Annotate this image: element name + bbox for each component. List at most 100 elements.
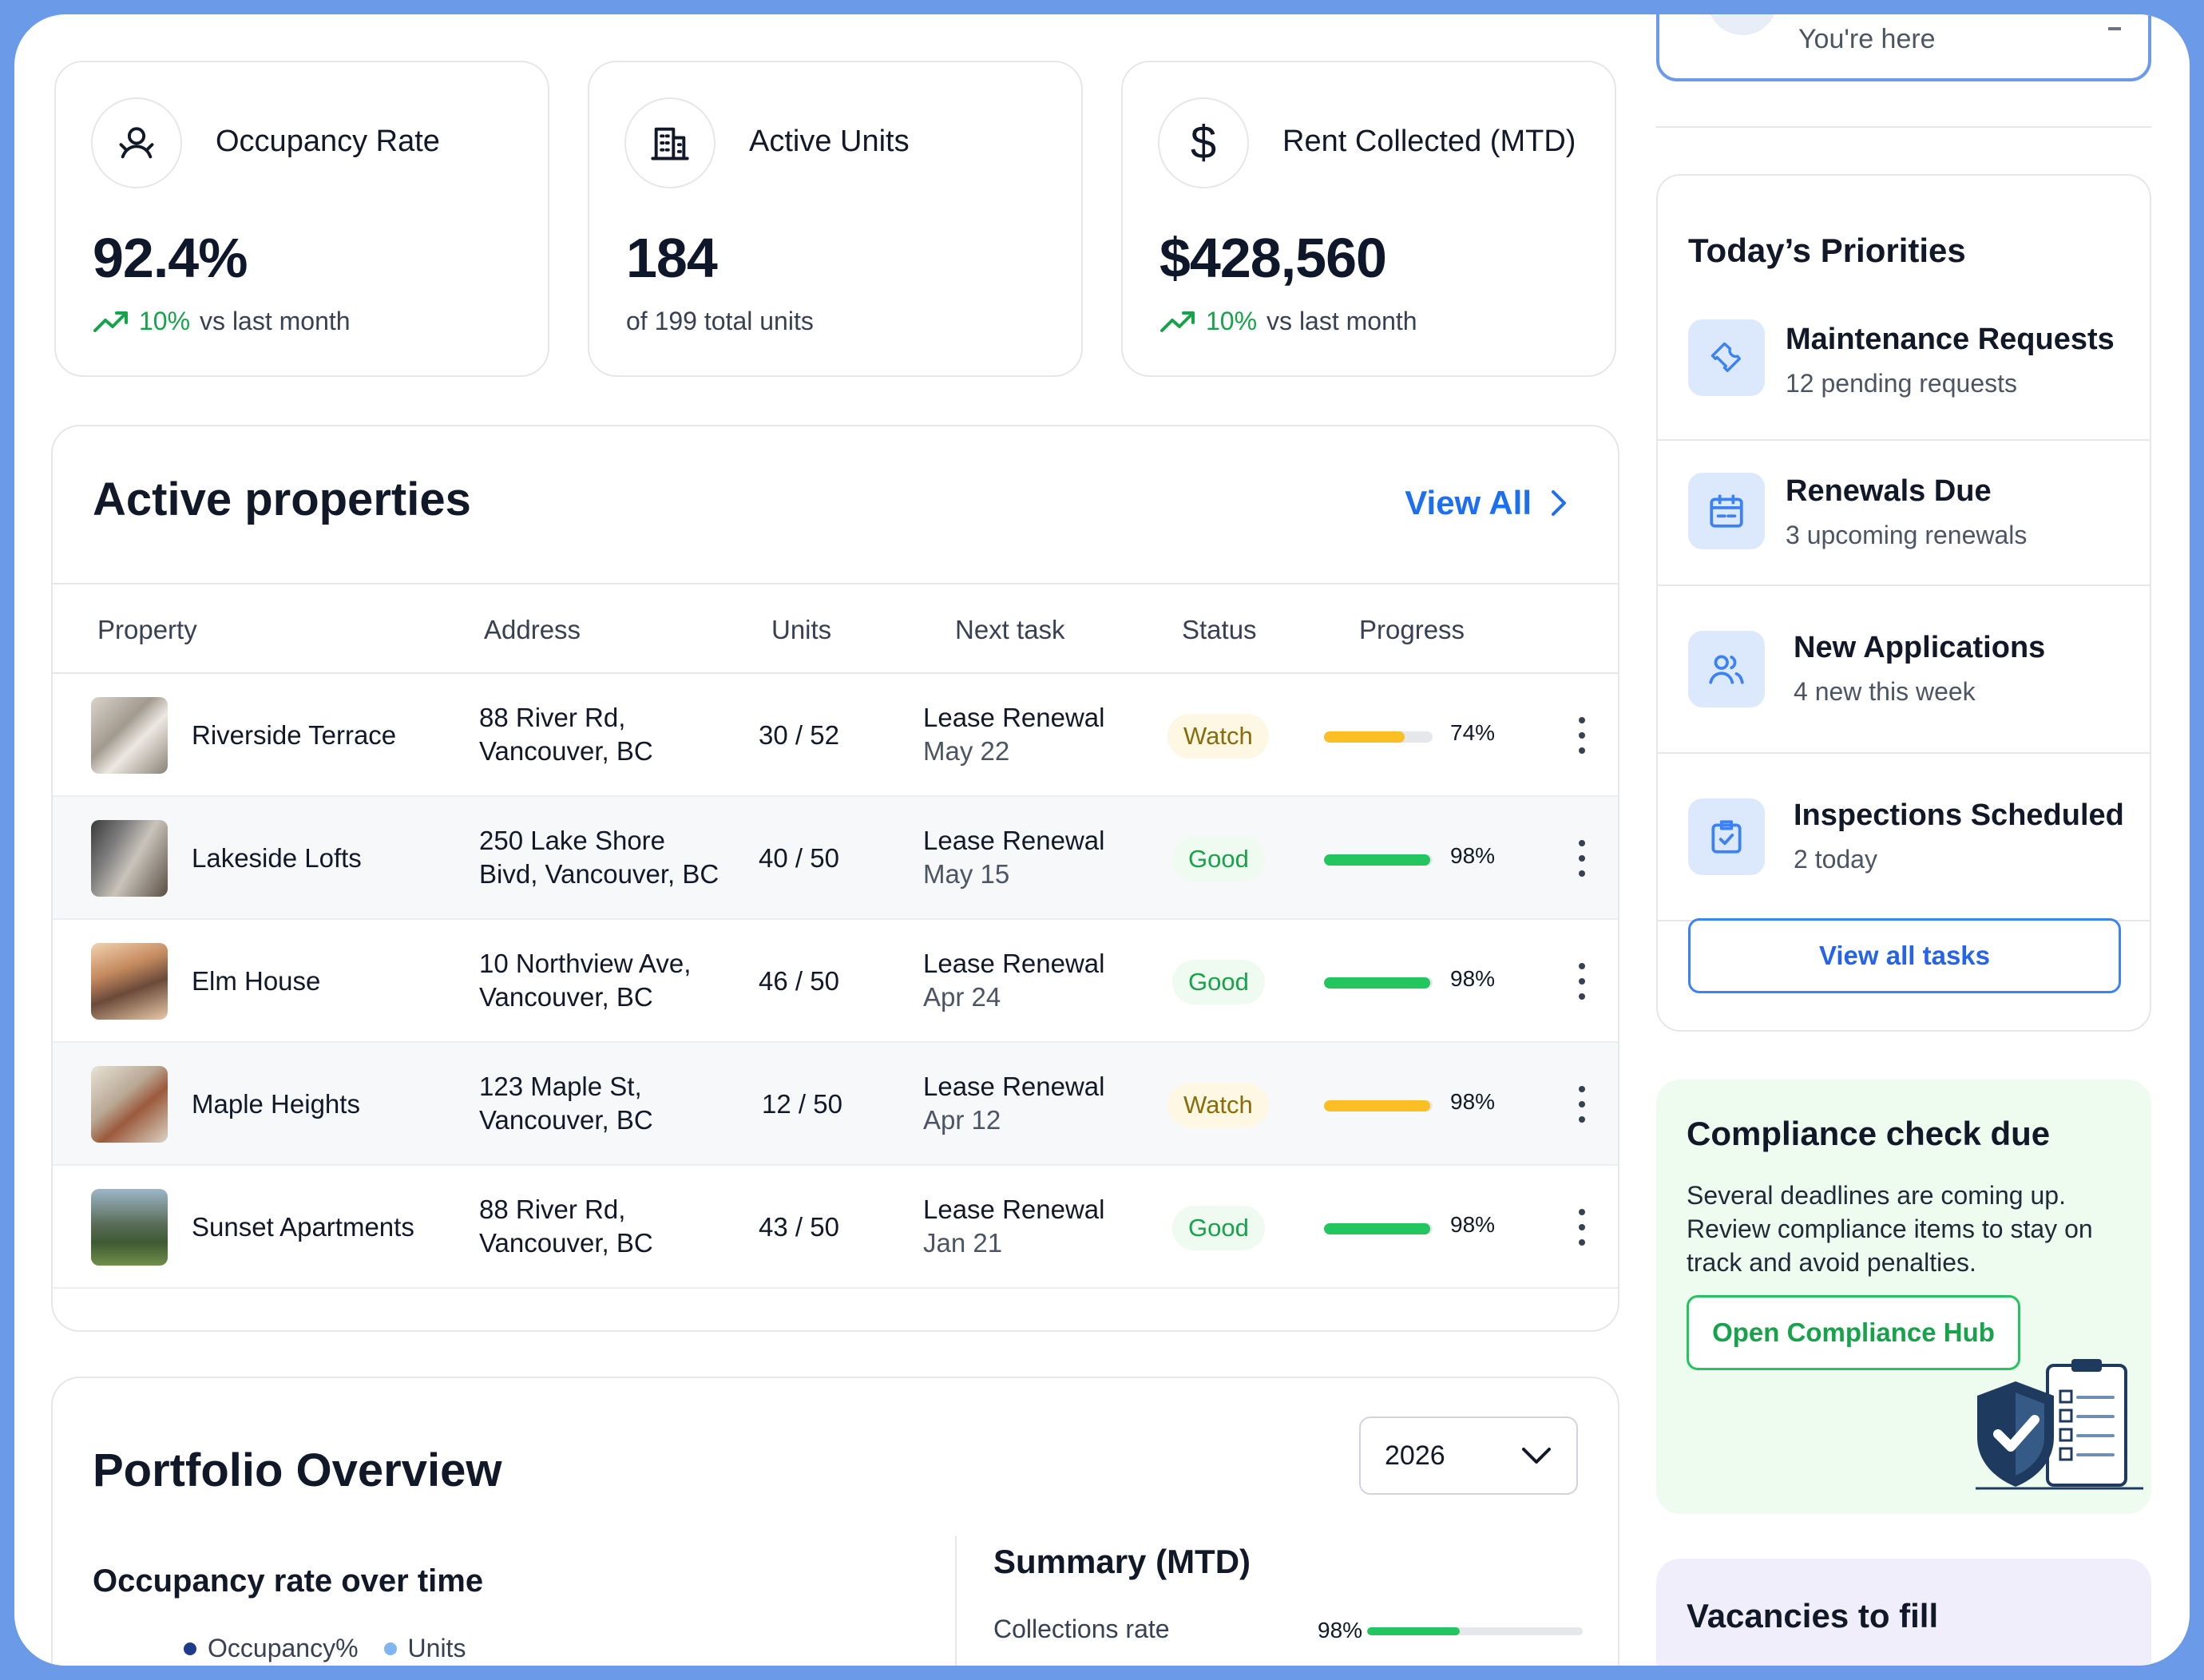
open-compliance-hub-button[interactable]: Open Compliance Hub xyxy=(1687,1295,2020,1370)
compliance-card: Compliance check due Several deadlines a… xyxy=(1656,1080,2151,1514)
progress-percent: 74% xyxy=(1450,720,1496,745)
legend-label: Occupancy% xyxy=(208,1634,359,1662)
priority-item-inspections[interactable]: Inspections Scheduled 2 today xyxy=(1658,754,2150,921)
calendar-icon xyxy=(1688,473,1765,549)
next-task: Lease Renewal May 15 xyxy=(923,826,1105,889)
progress-bar xyxy=(1324,977,1433,989)
summary-label: Collections rate xyxy=(993,1615,1170,1643)
summary-bar xyxy=(1367,1627,1583,1635)
clipboard-check-icon xyxy=(1688,798,1765,875)
year-select[interactable]: 2026 xyxy=(1359,1417,1578,1495)
stat-card-occupancy[interactable]: Occupancy Rate 92.4% 10% vs last month xyxy=(54,61,549,377)
trend-percent: 10% xyxy=(1206,307,1258,335)
progress-bar xyxy=(1324,1223,1433,1234)
divider xyxy=(955,1536,957,1666)
status-badge: Good xyxy=(1172,837,1265,882)
progress-fill xyxy=(1324,977,1431,989)
trend-label: vs last month xyxy=(200,307,351,335)
column-header[interactable]: Property xyxy=(97,615,197,644)
priority-subtitle: 12 pending requests xyxy=(1786,369,2017,398)
status-badge: Watch xyxy=(1167,1083,1269,1127)
property-thumbnail xyxy=(91,1189,168,1266)
property-address: 88 River Rd, Vancouver, BC xyxy=(479,703,653,766)
stat-value: 184 xyxy=(626,227,718,289)
priorities-card: Today’s Priorities Maintenance Requests … xyxy=(1656,174,2151,1032)
property-units: 30 / 52 xyxy=(759,720,839,750)
more-options-icon[interactable] xyxy=(1578,840,1586,877)
priority-item-maintenance[interactable]: Maintenance Requests 12 pending requests xyxy=(1658,295,2150,441)
priority-item-applications[interactable]: New Applications 4 new this week xyxy=(1658,586,2150,754)
table-row[interactable]: Riverside Terrace 88 River Rd, Vancouver,… xyxy=(53,674,1618,797)
dollar-icon: $ xyxy=(1158,97,1249,188)
property-name: Sunset Apartments xyxy=(192,1212,414,1242)
more-options-icon[interactable] xyxy=(1578,963,1586,1000)
summary-title: Summary (MTD) xyxy=(993,1543,1251,1580)
column-header[interactable]: Next task xyxy=(955,615,1065,644)
column-header[interactable]: Units xyxy=(771,615,832,644)
table-row[interactable]: Elm House 10 Northview Ave, Vancouver, BC… xyxy=(53,920,1618,1043)
avatar xyxy=(1707,14,1778,35)
property-address: 250 Lake Shore Bivd, Vancouver, BC xyxy=(479,826,719,889)
stat-title: Active Units xyxy=(749,125,910,158)
progress-percent: 98% xyxy=(1450,1089,1496,1114)
table-row[interactable]: Lakeside Lofts 250 Lake Shore Bivd, Vanco… xyxy=(53,797,1618,920)
progress-bar xyxy=(1324,854,1433,866)
chart-legend: Occupancy% Units xyxy=(184,1634,466,1663)
more-options-icon[interactable] xyxy=(1578,1086,1586,1123)
location-card[interactable]: You're here xyxy=(1656,14,2151,81)
next-task: Lease Renewal Apr 12 xyxy=(923,1072,1105,1135)
chevron-right-icon xyxy=(1552,490,1566,516)
priority-subtitle: 4 new this week xyxy=(1794,677,1976,706)
trend-label: vs last month xyxy=(1267,307,1417,335)
legend-label: Units xyxy=(407,1634,466,1662)
view-all-link[interactable]: View All xyxy=(1405,484,1568,522)
status-badge: Watch xyxy=(1167,714,1269,759)
user-icon xyxy=(91,97,182,188)
priority-item-renewals[interactable]: Renewals Due 3 upcoming renewals xyxy=(1658,441,2150,586)
column-header[interactable]: Address xyxy=(484,615,581,644)
vacancies-title: Vacancies to fill xyxy=(1687,1597,1939,1634)
property-thumbnail xyxy=(91,1066,168,1143)
chart-title: Occupancy rate over time xyxy=(93,1563,484,1599)
priority-subtitle: 3 upcoming renewals xyxy=(1786,521,2028,549)
property-name: Maple Heights xyxy=(192,1089,360,1119)
progress-percent: 98% xyxy=(1450,966,1496,991)
priority-title: New Applications xyxy=(1794,631,2046,664)
wrench-icon xyxy=(1688,319,1765,396)
stat-value: 92.4% xyxy=(93,227,248,289)
vacancies-card: Vacancies to fill xyxy=(1656,1559,2151,1666)
stat-card-rent-collected[interactable]: $ Rent Collected (MTD) $428,560 10% vs l… xyxy=(1121,61,1616,377)
progress-percent: 98% xyxy=(1450,1212,1496,1237)
progress-fill xyxy=(1324,731,1405,743)
table-header: Property Address Units Next task Status … xyxy=(53,583,1618,674)
progress-fill xyxy=(1324,854,1431,866)
property-address: 88 River Rd, Vancouver, BC xyxy=(479,1195,653,1258)
building-icon xyxy=(624,97,716,188)
more-options-icon[interactable] xyxy=(1578,1209,1586,1246)
property-name: Elm House xyxy=(192,966,321,996)
more-options-icon[interactable] xyxy=(1578,717,1586,754)
progress-percent: 98% xyxy=(1450,843,1496,868)
active-properties-card: Active properties View All Property Addr… xyxy=(51,425,1619,1332)
priority-subtitle: 2 today xyxy=(1794,845,1877,874)
users-icon xyxy=(1688,631,1765,707)
app-frame: Occupancy Rate 92.4% 10% vs last month A… xyxy=(14,14,2190,1666)
next-task: Lease Renewal Jan 21 xyxy=(923,1195,1105,1258)
table-row[interactable]: Maple Heights 123 Maple St, Vancouver, BC… xyxy=(53,1043,1618,1166)
section-title: Portfolio Overview xyxy=(93,1444,502,1496)
divider xyxy=(1656,126,2151,128)
close-icon[interactable] xyxy=(2108,27,2121,30)
table-row[interactable]: Sunset Apartments 88 River Rd, Vancouver,… xyxy=(53,1166,1618,1289)
view-all-label: View All xyxy=(1405,484,1532,521)
progress-bar xyxy=(1324,731,1433,743)
stat-trend: 10% vs last month xyxy=(1159,307,1417,336)
property-name: Riverside Terrace xyxy=(192,720,397,750)
next-task: Lease Renewal May 22 xyxy=(923,703,1105,766)
column-header[interactable]: Status xyxy=(1182,615,1257,644)
stat-trend: 10% vs last month xyxy=(93,307,351,336)
column-header[interactable]: Progress xyxy=(1359,615,1465,644)
status-badge: Good xyxy=(1172,960,1265,1004)
stat-card-active-units[interactable]: Active Units 184 of 199 total units xyxy=(588,61,1083,377)
section-title: Active properties xyxy=(93,473,471,525)
view-all-tasks-button[interactable]: View all tasks xyxy=(1688,918,2121,993)
